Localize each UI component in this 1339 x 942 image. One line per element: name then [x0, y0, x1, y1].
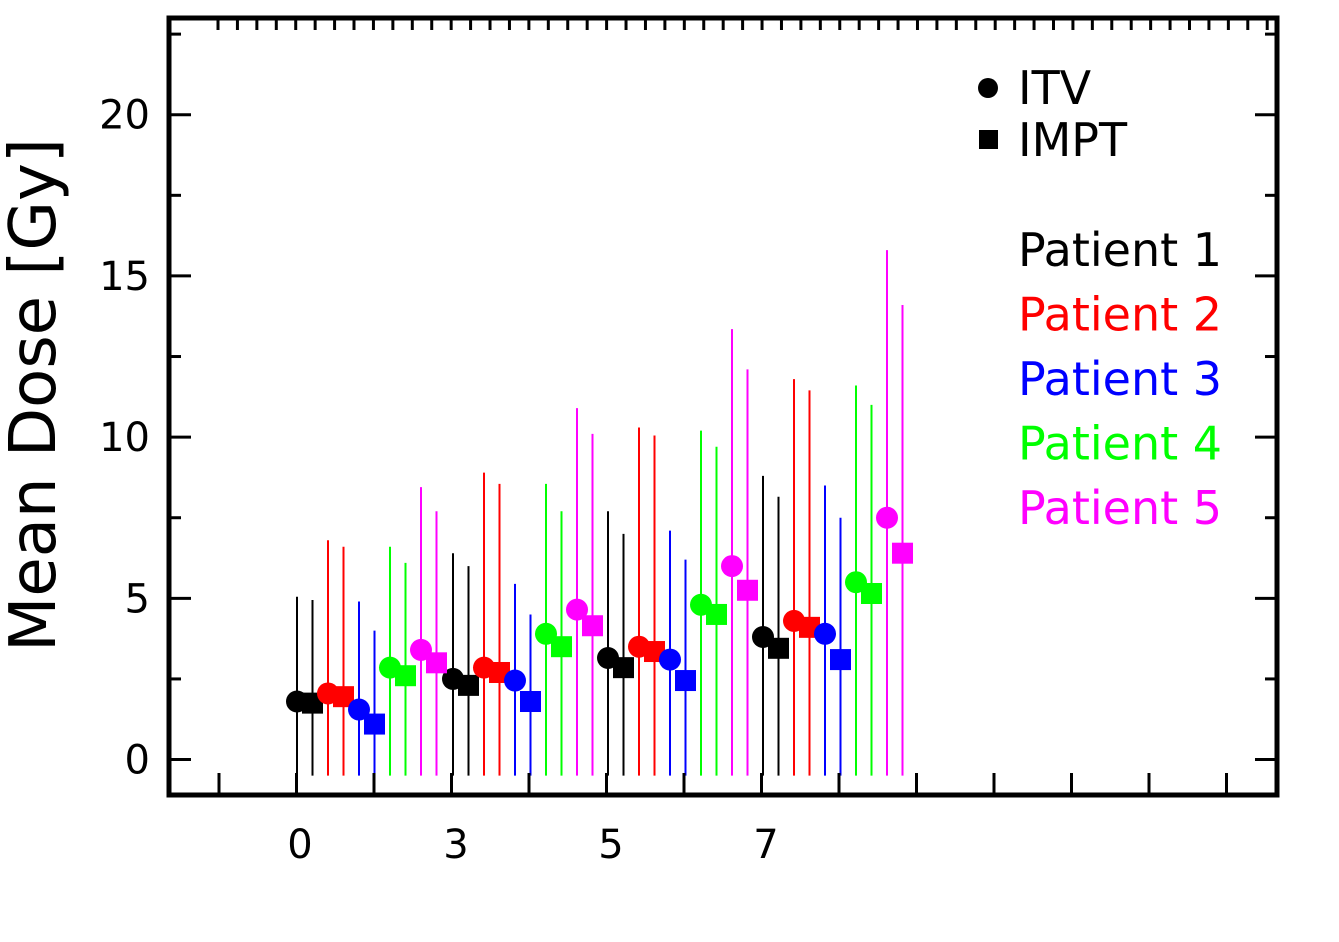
legend-series-label: Patient 4	[1018, 417, 1222, 471]
legend-series-label: Patient 2	[1018, 288, 1222, 342]
axis-ticks	[169, 18, 1277, 795]
y-axis-title: Mean Dose [Gy]	[0, 138, 71, 652]
impt-point	[551, 636, 572, 658]
itv-point	[566, 598, 588, 621]
itv-point	[504, 669, 526, 692]
impt-point	[675, 670, 696, 692]
y-tick-label: 10	[99, 415, 150, 461]
y-tick-label: 20	[99, 93, 150, 139]
impt-point	[520, 691, 541, 713]
itv-point	[659, 648, 681, 671]
impt-point	[861, 582, 882, 604]
itv-point	[876, 506, 898, 529]
legend-itv-label: ITV	[1018, 61, 1092, 115]
legend-series-label: Patient 3	[1018, 352, 1222, 406]
x-tick-label: 0	[287, 822, 312, 868]
impt-point	[613, 657, 634, 679]
x-tick-label: 7	[753, 822, 778, 868]
impt-point	[830, 649, 851, 671]
plot-marks	[286, 250, 913, 776]
tick-labels: 0 5 10 15 20 0 3 5 7	[99, 93, 779, 868]
impt-point	[458, 674, 479, 696]
legend-circle-marker	[978, 78, 998, 98]
impt-point	[737, 579, 758, 601]
x-tick-label: 5	[598, 822, 623, 868]
impt-point	[333, 686, 354, 708]
y-tick-label: 0	[125, 738, 150, 784]
impt-point	[706, 603, 727, 625]
legend-impt-label: IMPT	[1018, 113, 1128, 167]
legend-series-label: Patient 5	[1018, 481, 1222, 535]
itv-point	[721, 555, 743, 578]
x-tick-label: 3	[443, 822, 468, 868]
y-tick-label: 5	[125, 576, 150, 622]
impt-point	[426, 652, 447, 674]
y-tick-label: 15	[99, 254, 150, 300]
impt-point	[768, 637, 789, 659]
legend-series-label: Patient 1	[1018, 223, 1222, 277]
impt-point	[364, 713, 385, 735]
itv-point	[814, 622, 836, 645]
impt-point	[582, 615, 603, 637]
impt-point	[395, 665, 416, 687]
impt-point	[302, 692, 323, 714]
impt-point	[892, 542, 913, 564]
legend-square-marker	[979, 130, 998, 149]
